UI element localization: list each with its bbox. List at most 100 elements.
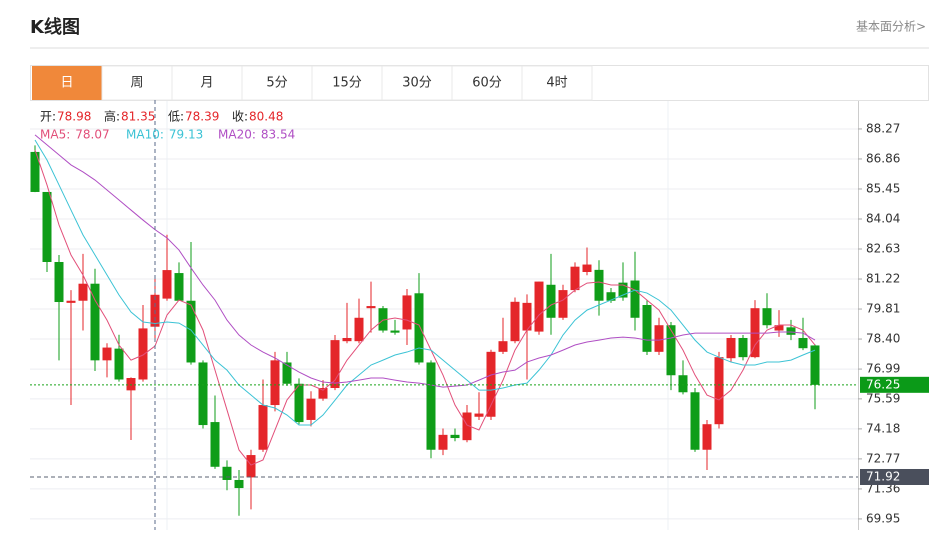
link[interactable]: 基本面分析>	[856, 20, 926, 34]
candle-body	[546, 284, 556, 318]
tab-label[interactable]: 日	[60, 76, 73, 91]
tab[interactable]	[381, 65, 453, 101]
last-price-label: 76.25	[866, 377, 900, 391]
candle-body	[618, 282, 628, 298]
candle-body	[630, 280, 640, 318]
candle-body	[294, 383, 304, 423]
y-tick-label: 74.18	[866, 421, 900, 435]
candle-body	[690, 392, 700, 450]
tab-label[interactable]: 15分	[332, 76, 362, 91]
info-value: 78.98	[57, 110, 91, 124]
y-tick-label: 84.04	[866, 211, 900, 225]
candle-body	[486, 351, 496, 417]
candle-body	[738, 337, 748, 358]
candle-body	[342, 337, 352, 342]
candle-body	[54, 261, 64, 303]
candle-body	[678, 375, 688, 393]
info-label: 低:	[168, 110, 184, 124]
tab-label[interactable]: 5分	[266, 76, 287, 91]
candle-body	[582, 264, 592, 272]
last-price-tag	[860, 376, 929, 393]
legend-name: MA10:	[126, 128, 164, 142]
candle-body	[354, 317, 364, 342]
candle-body	[198, 362, 208, 426]
candle-body	[78, 283, 88, 301]
tab[interactable]	[521, 65, 593, 101]
tab-label[interactable]: 30分	[402, 76, 432, 91]
info-value: 78.39	[185, 110, 219, 124]
candle-body	[114, 348, 124, 380]
candle-body	[522, 302, 532, 331]
candle-body	[438, 434, 448, 450]
candle-body	[258, 405, 268, 450]
candle-body	[414, 293, 424, 363]
info-value: 80.48	[249, 110, 283, 124]
y-tick-label: 72.77	[866, 451, 900, 465]
info-value: 81.35	[121, 110, 155, 124]
y-tick-label: 85.45	[866, 181, 900, 195]
candle-body	[726, 337, 736, 359]
tab-label[interactable]: 月	[200, 76, 213, 91]
candle-body	[90, 283, 100, 361]
candle-body	[798, 337, 808, 349]
info-label: 高:	[104, 109, 120, 124]
y-tick-label: 79.81	[866, 302, 900, 316]
candle-body	[162, 270, 172, 299]
tab[interactable]	[101, 65, 173, 101]
candle-body	[270, 360, 280, 406]
legend-value: 83.54	[261, 128, 295, 142]
tab-label[interactable]: 60分	[472, 76, 502, 91]
tab-label[interactable]: 4时	[546, 76, 567, 91]
y-tick-label: 86.86	[866, 151, 900, 165]
ma-line	[34, 149, 816, 466]
candle-body	[606, 292, 616, 301]
tab[interactable]	[311, 65, 383, 101]
candle-body	[246, 455, 256, 478]
candle-body	[558, 290, 568, 318]
candle-body	[402, 295, 412, 330]
candle-body	[306, 398, 316, 420]
candle-body	[186, 300, 196, 363]
candle-body	[366, 306, 376, 309]
candle-body	[714, 357, 724, 425]
candle-body	[462, 412, 472, 441]
candle-body	[318, 388, 328, 399]
candle-body	[762, 308, 772, 326]
candle-body	[666, 325, 676, 376]
page-title: K线图	[30, 16, 80, 38]
y-tick-label: 78.40	[866, 332, 900, 346]
candle-body	[498, 341, 508, 352]
legend-value: 79.13	[169, 128, 203, 142]
candle-body	[594, 269, 604, 301]
candle-body	[102, 347, 112, 361]
candle-body	[282, 362, 292, 384]
marker-tag	[860, 468, 929, 485]
tab[interactable]	[241, 65, 313, 101]
candle-body	[654, 325, 664, 352]
candle-body	[222, 466, 232, 480]
tab-label[interactable]: 周	[130, 76, 143, 91]
ma-line	[34, 134, 816, 388]
candle-body	[426, 362, 436, 450]
candle-body	[330, 340, 340, 389]
y-tick-label: 76.99	[866, 362, 900, 376]
candle-body	[510, 301, 520, 342]
legend-name: MA5:	[40, 128, 70, 142]
candle-body	[66, 300, 76, 303]
candle-body	[702, 424, 712, 450]
ma-line	[34, 139, 816, 426]
tab[interactable]	[171, 65, 243, 101]
y-tick-label: 82.63	[866, 242, 900, 256]
y-tick-label: 75.59	[866, 391, 900, 405]
candle-body	[30, 151, 40, 192]
legend-name: MA20:	[218, 128, 256, 142]
tab[interactable]	[32, 66, 102, 100]
candle-body	[138, 328, 148, 380]
candle-body	[174, 273, 184, 301]
candle-body	[390, 330, 400, 333]
candle-body	[534, 281, 544, 332]
info-label: 开:	[40, 110, 56, 124]
candle-body	[786, 327, 796, 335]
candle-body	[210, 422, 220, 467]
